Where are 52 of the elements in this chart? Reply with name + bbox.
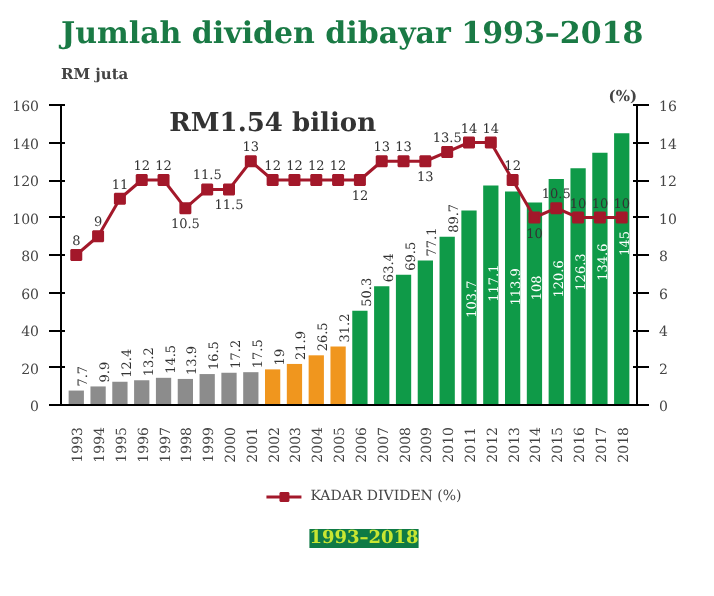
bar — [112, 381, 128, 405]
chart-subtitle: RM1.54 bilion — [169, 109, 378, 139]
bar — [90, 386, 106, 405]
bar — [505, 191, 521, 405]
point — [266, 174, 279, 186]
bar — [395, 274, 412, 405]
point — [113, 192, 126, 205]
point — [550, 202, 563, 215]
point — [419, 155, 432, 168]
bar — [374, 286, 390, 405]
point — [528, 211, 541, 224]
chart-title: Jumlah dividen dibayar 1993–2018 — [57, 15, 644, 51]
bar — [614, 133, 630, 405]
point — [463, 136, 475, 149]
point — [135, 174, 148, 186]
point — [572, 211, 585, 224]
point — [506, 174, 519, 186]
point — [70, 249, 83, 261]
bar — [221, 372, 237, 405]
text: 1993–2018 — [309, 529, 419, 549]
point — [353, 174, 366, 186]
bar — [352, 310, 368, 405]
bar — [570, 168, 586, 405]
point — [288, 174, 301, 186]
bar — [417, 260, 433, 405]
bar — [461, 210, 477, 405]
bar — [330, 346, 346, 405]
point — [179, 202, 192, 215]
bar — [286, 363, 303, 405]
bar — [177, 378, 193, 405]
bar — [265, 369, 281, 405]
bar — [243, 372, 259, 405]
point — [244, 155, 257, 168]
point — [593, 211, 606, 224]
bar — [308, 355, 324, 405]
point — [615, 211, 628, 224]
bar — [199, 374, 215, 405]
point — [441, 145, 454, 158]
point — [375, 155, 388, 168]
bar — [483, 185, 499, 405]
bar — [155, 377, 172, 405]
bar — [592, 152, 608, 405]
point — [92, 230, 105, 243]
bar — [439, 236, 455, 405]
point — [332, 174, 345, 186]
point — [397, 155, 410, 168]
point — [310, 174, 323, 186]
point — [223, 183, 235, 196]
bar — [134, 380, 150, 405]
point — [484, 136, 497, 149]
point — [201, 183, 214, 196]
point — [157, 174, 170, 186]
